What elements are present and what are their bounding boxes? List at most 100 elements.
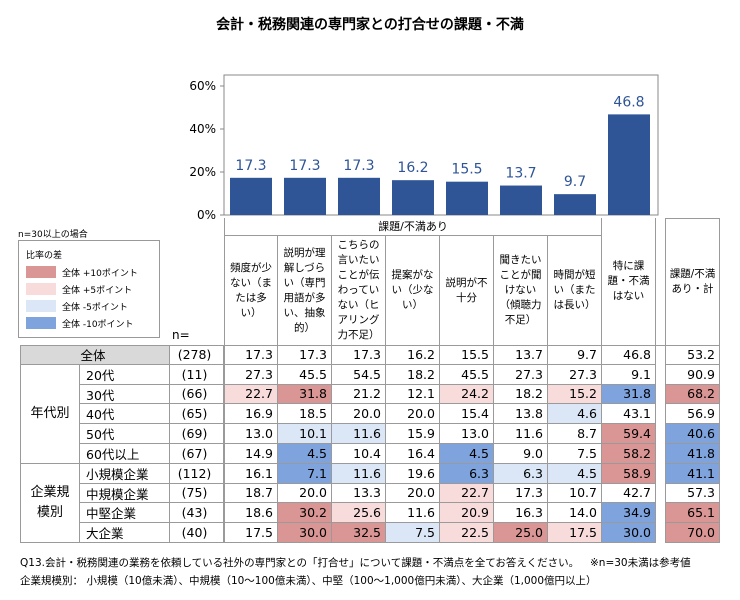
value-cell: 14.0 [548,503,602,524]
value-cell: 15.9 [386,424,440,444]
value-cell: 20.0 [278,483,332,504]
value-cell: 8.7 [548,424,602,444]
value-cell: 34.9 [602,503,656,524]
value-cell: 13.0 [440,424,494,444]
bar [446,181,488,215]
value-cell: 56.9 [665,404,720,425]
value-cell: 20.0 [332,404,386,425]
row-n: (69) [170,424,224,444]
value-cell: 16.1 [224,463,278,484]
column-header: 頻度が少ない（または多い） [224,236,278,345]
value-cell: 13.7 [494,345,548,365]
value-cell: 11.6 [386,503,440,524]
row-label: 20代 [80,364,170,385]
value-cell: 14.9 [224,444,278,464]
value-cell: 16.3 [494,503,548,524]
legend-label: 全体 +10ポイント [62,269,138,279]
row-n: (278) [170,345,224,365]
column-header: こちらの言いたいことが伝わっていない（ヒアリング力不足） [332,236,386,345]
value-cell: 16.2 [386,345,440,365]
table-top-line [170,345,720,346]
value-cell: 9.0 [494,444,548,464]
value-cell: 45.5 [278,364,332,385]
value-cell: 17.3 [332,345,386,365]
value-cell: 16.9 [224,404,278,425]
value-cell: 41.8 [665,444,720,464]
value-cell: 4.5 [440,444,494,464]
legend-label: 全体 -5ポイント [62,303,128,313]
value-cell: 25.6 [332,503,386,524]
value-label: 9.7 [564,174,586,190]
bar [230,177,272,215]
value-cell: 41.1 [665,463,720,484]
value-cell: 24.2 [440,384,494,405]
value-cell: 4.5 [548,463,602,484]
legend-note: n=30以上の場合 [18,230,88,240]
value-cell: 17.5 [548,523,602,543]
value-cell: 30.0 [278,523,332,543]
row-n: (40) [170,523,224,543]
value-cell: 31.8 [278,384,332,405]
value-cell: 27.3 [548,364,602,385]
value-cell: 40.6 [665,424,720,444]
y-tick-label: 40% [189,122,216,136]
value-cell: 17.3 [494,483,548,504]
value-cell: 7.5 [548,444,602,464]
value-cell: 12.1 [386,384,440,405]
row-label: 中堅企業 [80,503,170,524]
value-cell: 17.5 [224,523,278,543]
value-cell: 15.2 [548,384,602,405]
row-n: (66) [170,384,224,405]
group-header: 課題/不満あり [224,218,602,236]
value-cell: 11.6 [494,424,548,444]
row-n: (43) [170,503,224,524]
value-cell: 18.7 [224,483,278,504]
value-cell: 31.8 [602,384,656,405]
value-cell: 20.0 [386,404,440,425]
value-cell: 58.9 [602,463,656,484]
value-cell: 42.7 [602,483,656,504]
value-cell: 21.2 [332,384,386,405]
y-tick-label: 60% [189,79,216,93]
value-cell: 18.2 [494,384,548,405]
value-cell: 7.5 [386,523,440,543]
question-note: Q13.会計・税務関連の業務を依頼している社外の専門家との「打合せ」について課題… [20,557,580,569]
value-cell: 6.3 [494,463,548,484]
value-cell: 30.2 [278,503,332,524]
value-cell: 32.5 [332,523,386,543]
row-label: 40代 [80,404,170,425]
row-label: 中規模企業 [80,483,170,504]
value-cell: 11.6 [332,463,386,484]
group-label: 企業規模別 [20,463,80,543]
value-cell: 11.6 [332,424,386,444]
value-cell: 27.3 [224,364,278,385]
row-n: (67) [170,444,224,464]
value-cell: 17.3 [224,345,278,365]
y-tick-label: 20% [189,165,216,179]
value-label: 15.5 [451,162,482,178]
value-cell: 18.6 [224,503,278,524]
y-tick-label: 0% [197,208,216,222]
value-cell: 18.2 [386,364,440,385]
group-label: 年代別 [20,364,80,464]
value-label: 46.8 [613,94,644,110]
column-header: 聞きたいことが聞けない（傾聴力不足） [494,236,548,345]
value-cell: 22.5 [440,523,494,543]
row-label: 30代 [80,384,170,405]
value-cell: 22.7 [224,384,278,405]
title: 会計・税務関連の専門家との打合せの課題・不満 [216,17,524,33]
chart: 0% 20% 40% 60% 17.3 17.3 17.3 16.2 15.5 13.7 9.7 46… [189,74,659,222]
value-cell: 10.7 [548,483,602,504]
legend-swatch [26,317,56,329]
value-cell: 10.4 [332,444,386,464]
column-header: 特に課題・不満はない [602,218,656,345]
value-cell: 20.9 [440,503,494,524]
legend-swatch [26,266,56,278]
row-n: (65) [170,404,224,425]
value-cell: 10.1 [278,424,332,444]
legend-title: 比率の差 [26,251,63,261]
value-cell: 13.8 [494,404,548,425]
value-cell: 68.2 [665,384,720,405]
reference-note: ※n=30未満は参考値 [590,557,691,569]
